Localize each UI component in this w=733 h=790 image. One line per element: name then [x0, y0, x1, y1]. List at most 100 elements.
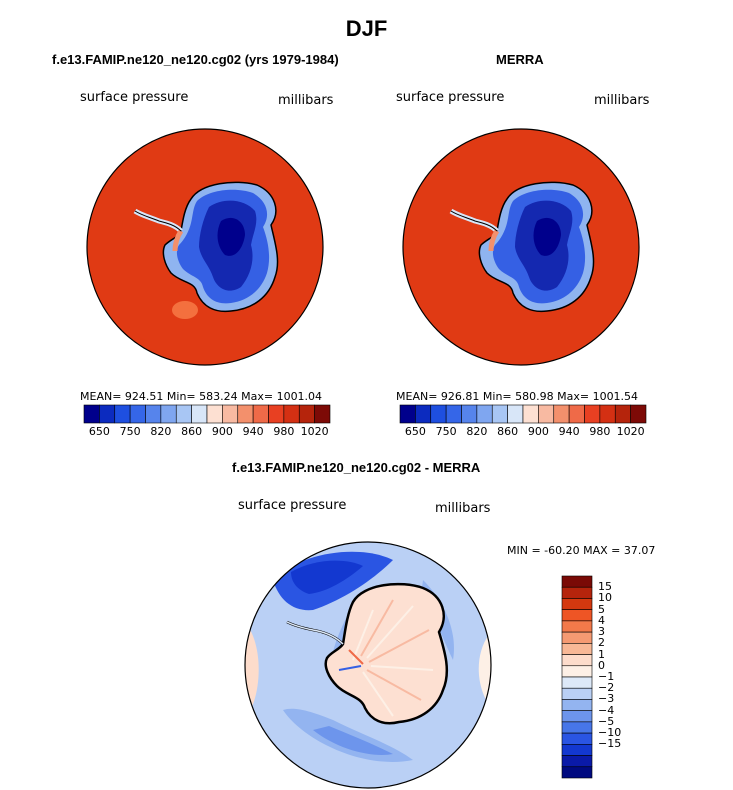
colorbar-tick-label: −10	[598, 726, 622, 740]
interior-difference-streaks	[338, 599, 434, 717]
colorbar-tick-label: 0	[598, 658, 605, 672]
colorbar-tick-label: 980	[273, 425, 295, 438]
colorbar-swatch	[476, 404, 493, 424]
colorbar-tick-label: 820	[466, 425, 488, 438]
diff-units-label: millibars	[435, 501, 491, 516]
colorbar-swatch	[491, 404, 508, 424]
right-colorbar	[399, 404, 647, 424]
map-boundary	[86, 128, 324, 366]
colorbar-tick-label: 3	[598, 625, 605, 639]
colorbar-swatch	[561, 665, 593, 678]
colorbar-swatch	[445, 404, 462, 424]
colorbar-tick-label: 650	[404, 425, 426, 438]
colorbar-swatch	[561, 732, 593, 745]
colorbar-swatch	[430, 404, 447, 424]
colorbar-swatch	[268, 404, 285, 424]
colorbar-swatch	[298, 404, 315, 424]
colorbar-swatch	[561, 620, 593, 633]
colorbar-swatch	[507, 404, 524, 424]
colorbar-tick-label: 1	[598, 647, 605, 661]
right-stats: MEAN= 926.81 Min= 580.98 Max= 1001.54	[396, 390, 639, 403]
right-panel-title: MERRA	[496, 52, 544, 67]
colorbar-tick-label: 4	[598, 613, 605, 627]
right-units-label: millibars	[594, 93, 650, 108]
colorbar-swatch	[399, 404, 416, 424]
colorbar-tick-label: −2	[598, 681, 615, 695]
colorbar-tick-label: 750	[119, 425, 141, 438]
colorbar-tick-label: 5	[598, 602, 605, 616]
colorbar-tick-label: 650	[88, 425, 110, 438]
left-polar-map	[86, 128, 324, 366]
colorbar-tick-label: 10	[598, 591, 612, 605]
colorbar-swatch	[561, 609, 593, 622]
colorbar-tick-label: 820	[150, 425, 172, 438]
colorbar-swatch	[561, 699, 593, 711]
colorbar-swatch	[538, 404, 555, 424]
colorbar-tick-label: −5	[598, 714, 615, 728]
diff-colorbar	[561, 575, 593, 779]
left-stats: MEAN= 924.51 Min= 583.24 Max= 1001.04	[80, 390, 323, 403]
colorbar-swatch	[129, 404, 146, 424]
colorbar-swatch	[160, 404, 177, 424]
main-title: DJF	[345, 16, 388, 41]
colorbar-swatch	[114, 404, 131, 424]
colorbar-swatch	[206, 404, 223, 424]
diff-panel-title: f.e13.FAMIP.ne120_ne120.cg02 - MERRA	[232, 460, 481, 475]
colorbar-swatch	[614, 404, 631, 424]
colorbar-swatch	[561, 721, 593, 734]
left-panel-title: f.e13.FAMIP.ne120_ne120.cg02 (yrs 1979-1…	[52, 52, 339, 67]
right-variable-label: surface pressure	[396, 90, 505, 105]
colorbar-swatch	[175, 404, 192, 424]
colorbar-tick-label: 1020	[616, 425, 645, 438]
colorbar-tick-label: 900	[527, 425, 549, 438]
map-boundary	[402, 128, 640, 366]
colorbar-swatch	[314, 404, 331, 424]
colorbar-swatch	[561, 710, 593, 723]
colorbar-swatch	[561, 676, 593, 689]
colorbar-tick-label: 860	[497, 425, 519, 438]
colorbar-swatch	[145, 404, 162, 424]
colorbar-swatch	[252, 404, 269, 424]
colorbar-swatch	[522, 404, 539, 424]
colorbar-tick-label: −1	[598, 670, 615, 683]
colorbar-swatch	[222, 404, 239, 424]
right-polar-map	[402, 128, 640, 366]
left-variable-label: surface pressure	[80, 90, 189, 105]
colorbar-tick-label: 1020	[300, 425, 329, 438]
colorbar-swatch	[561, 744, 593, 756]
colorbar-swatch	[568, 404, 585, 424]
diff-polar-map	[244, 541, 492, 789]
colorbar-tick-label: 940	[558, 425, 580, 438]
left-units-label: millibars	[278, 93, 334, 108]
colorbar-swatch	[561, 643, 593, 655]
colorbar-swatch	[561, 687, 593, 700]
left-colorbar	[83, 404, 331, 424]
colorbar-swatch	[553, 404, 570, 424]
colorbar-swatch	[561, 598, 593, 610]
colorbar-swatch	[191, 404, 208, 424]
colorbar-swatch	[561, 654, 593, 667]
colorbar-tick-label: 860	[181, 425, 203, 438]
colorbar-swatch	[83, 404, 100, 424]
colorbar-swatch	[99, 404, 116, 424]
colorbar-tick-label: 15	[598, 580, 612, 594]
colorbar-swatch	[415, 404, 432, 424]
colorbar-tick-label: 980	[589, 425, 611, 438]
diff-stats: MIN = -60.20 MAX = 37.07	[507, 544, 656, 557]
colorbar-swatch	[283, 404, 300, 424]
colorbar-tick-label: 2	[598, 636, 605, 650]
colorbar-tick-label: −15	[598, 737, 622, 751]
colorbar-swatch	[461, 404, 478, 424]
colorbar-swatch	[561, 631, 593, 644]
colorbar-swatch	[599, 404, 616, 424]
colorbar-tick-label: −4	[598, 703, 615, 717]
colorbar-swatch	[561, 586, 593, 599]
colorbar-swatch	[561, 575, 593, 588]
pressure-anomaly-patch	[172, 301, 198, 319]
colorbar-tick-label: 900	[211, 425, 233, 438]
colorbar-tick-label: 750	[435, 425, 457, 438]
colorbar-tick-label: −3	[598, 692, 615, 706]
colorbar-swatch	[561, 755, 593, 768]
colorbar-swatch	[237, 404, 254, 424]
diff-variable-label: surface pressure	[238, 498, 347, 513]
